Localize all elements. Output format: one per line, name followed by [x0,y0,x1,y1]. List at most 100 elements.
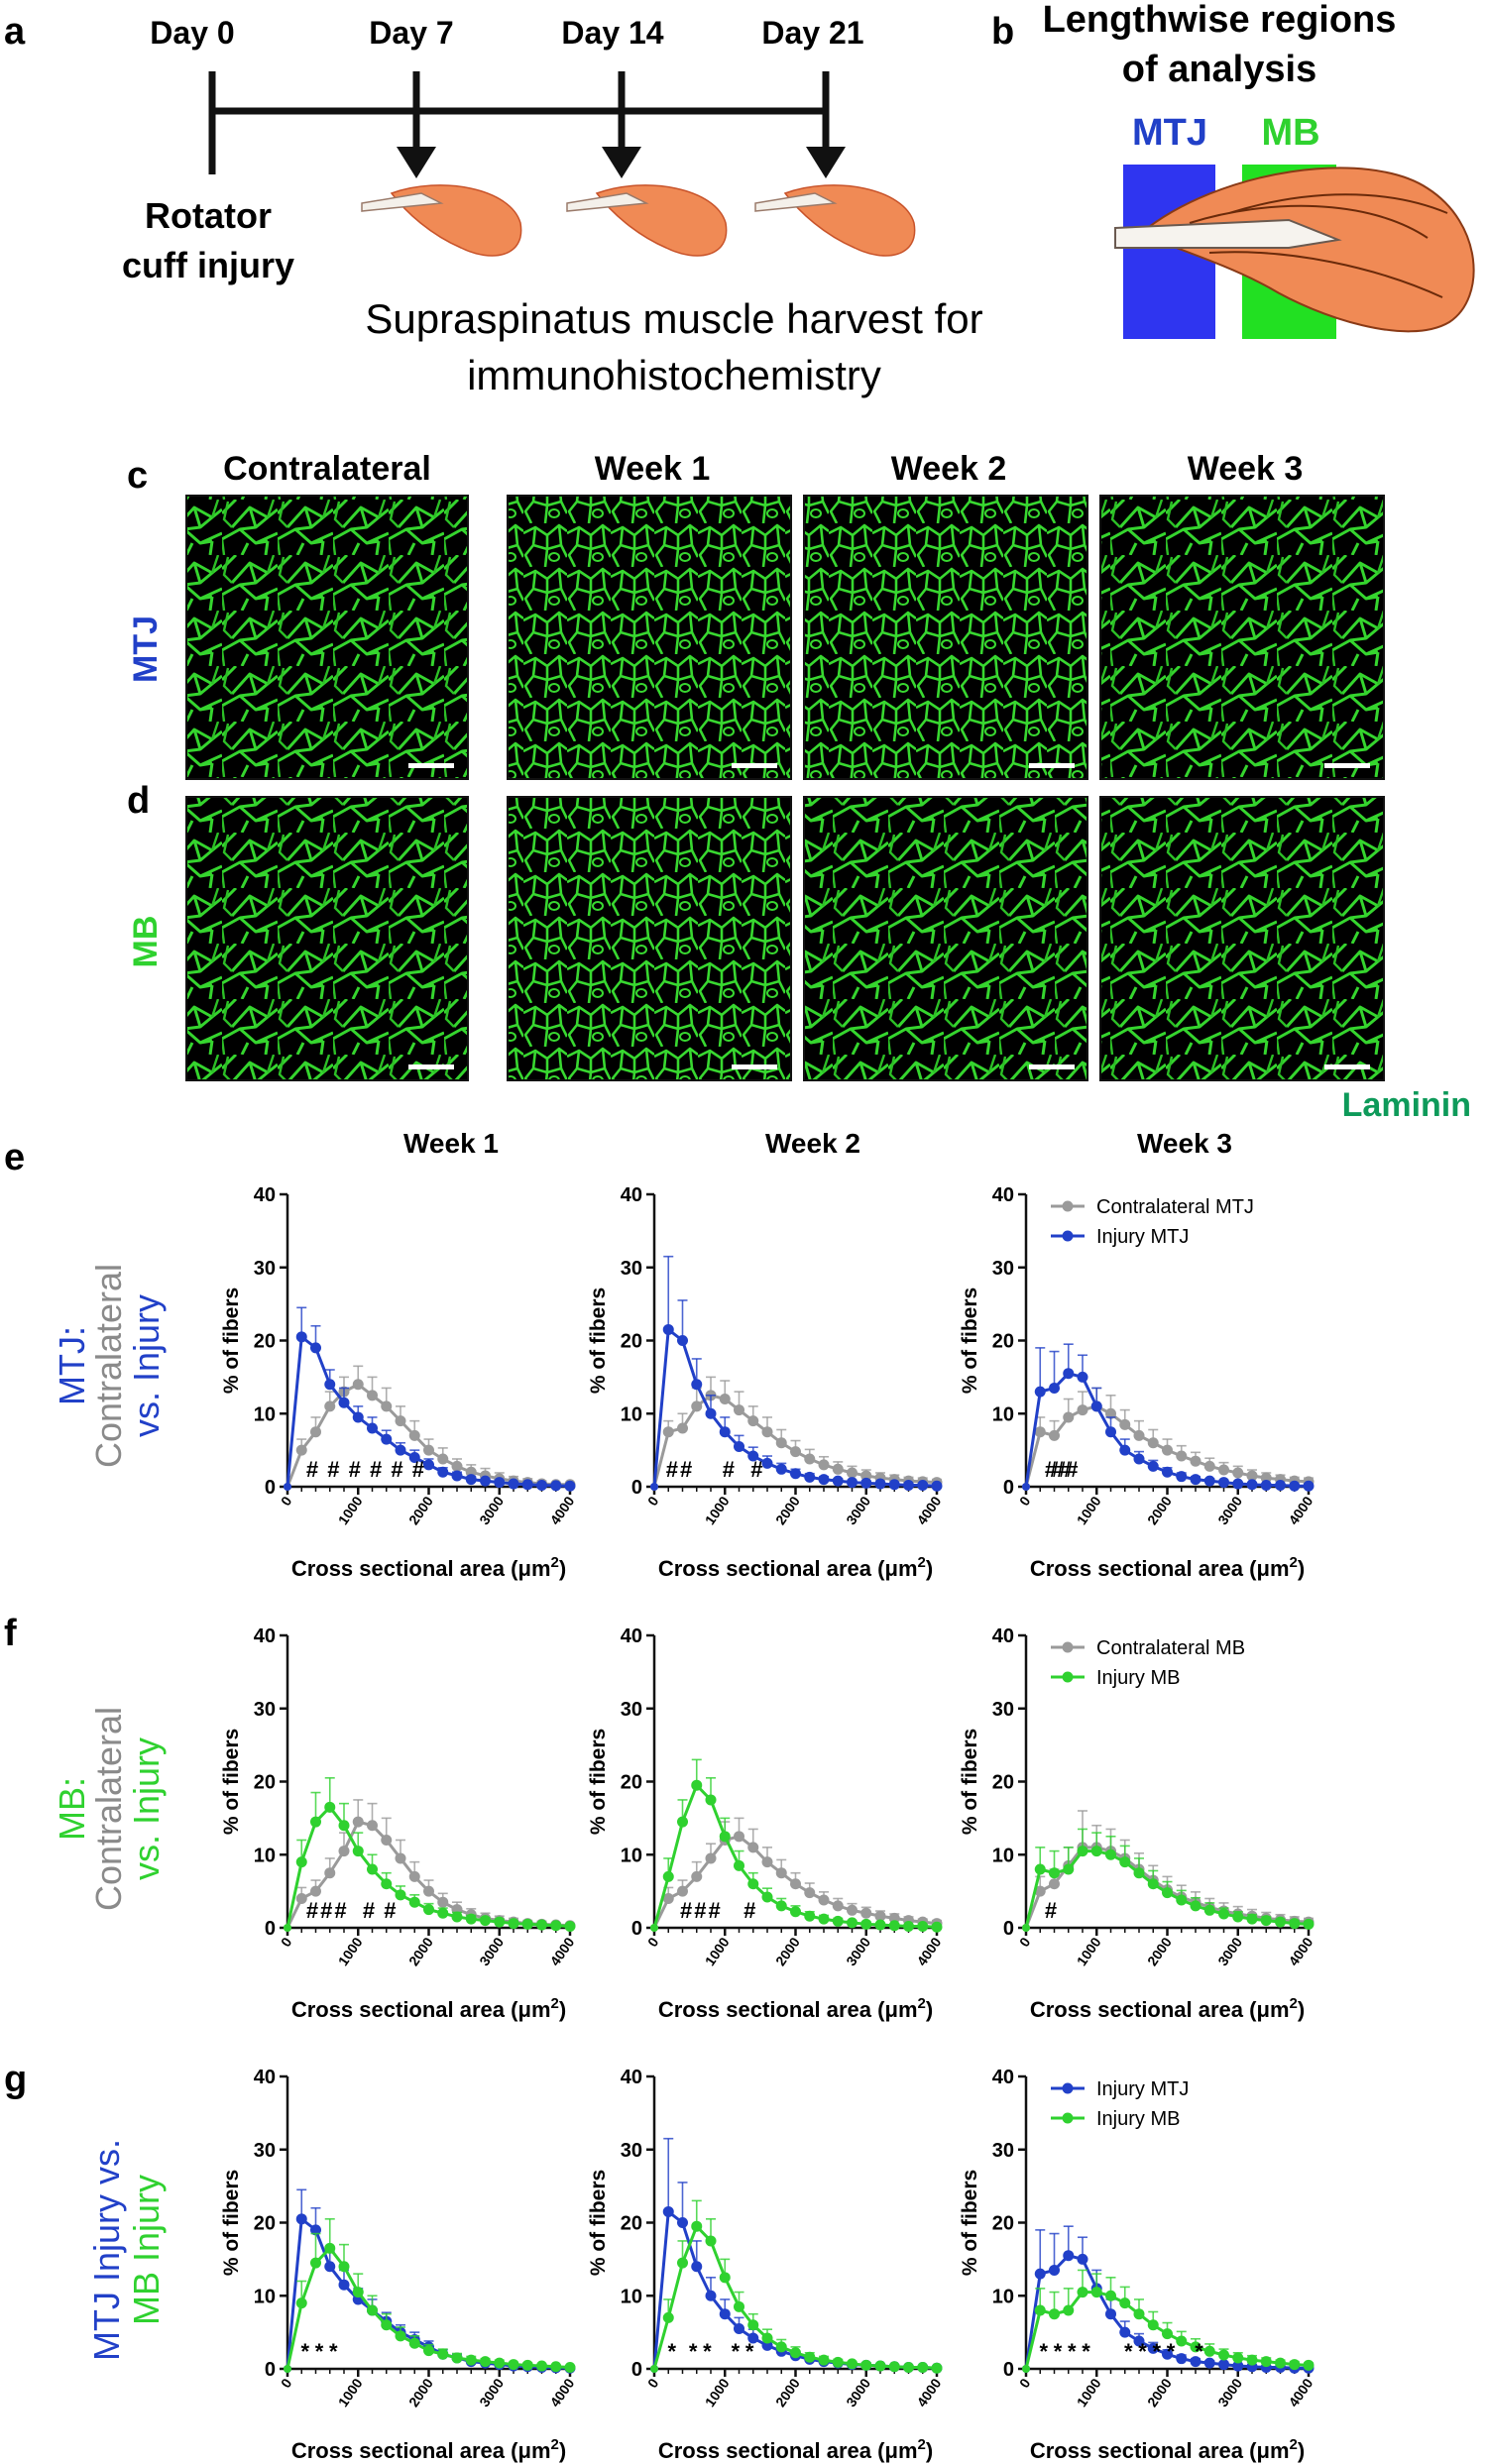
data-point [324,1379,336,1391]
data-point [847,1917,858,1929]
x-axis-label: Cross sectional area (μm2) [291,1554,566,1581]
data-point [650,1924,658,1932]
data-point [775,1867,787,1879]
x-axis-label-close: ) [1298,2438,1305,2463]
y-tick-label: 20 [992,1772,1014,1794]
x-tick-label: 4000 [1285,1934,1315,1968]
data-point [1034,1426,1046,1438]
data-point [1218,1908,1229,1920]
day-21-label: Day 21 [761,15,863,51]
data-point [790,1878,801,1890]
x-axis-label-unit: μm [1256,1997,1289,2022]
x-axis-label: Cross sectional area (μm2) [1030,2436,1305,2463]
data-point [1077,1371,1088,1383]
x-axis-label: Cross sectional area (μm2) [658,2436,933,2463]
x-tick-label: 3000 [476,1493,507,1527]
data-point [310,1426,321,1438]
series-injury-mb [284,2218,576,2374]
data-point [888,1920,900,1932]
x-axis-label-close: ) [926,1997,933,2022]
x-tick-label: 3000 [476,1934,507,1968]
series-injury-mb [650,1758,943,1933]
y-tick-label: 30 [621,1258,642,1280]
x-tick-label: 3000 [1214,2375,1245,2409]
data-point [310,1342,321,1354]
legend-label: Injury MTJ [1096,2078,1189,2100]
data-point [564,1921,576,1933]
data-point [1034,1386,1046,1398]
x-axis-label-unit: μm [884,1997,917,2022]
x-tick-label: 2000 [772,1934,803,1968]
data-point [408,1896,420,1908]
y-tick-label: 10 [621,1845,642,1866]
x-axis-label-sup: 2 [551,1995,559,2012]
data-point [790,2347,801,2359]
data-point [1260,1915,1272,1927]
data-point [310,1816,321,1828]
panel-e-labels: e Week 1 Week 2 Week 3 MTJ: Contralatera… [4,1128,1232,1468]
data-point [1049,2264,1060,2276]
data-point [719,2272,731,2284]
panel-f-letter: f [4,1613,17,1654]
data-point [1147,1878,1159,1890]
x-axis-label-sup: 2 [918,1554,926,1571]
data-point [747,1415,759,1427]
significance-marker: # [306,1898,318,1923]
y-tick-label: 20 [254,2213,276,2235]
micrograph-mtj-contralateral [185,495,469,780]
y-tick-label: 0 [1003,2359,1014,2381]
x-tick-label: 3000 [476,2375,507,2409]
data-point [1232,1478,1244,1490]
data-point [775,2341,787,2353]
data-point [677,2257,688,2269]
x-axis-label-sup: 2 [551,1554,559,1571]
data-point [1105,1426,1116,1438]
y-tick-label: 40 [621,1184,642,1206]
data-point [1105,2308,1116,2320]
data-point [691,1870,703,1882]
x-axis-label-text: Cross sectional area ( [291,1556,518,1581]
x-tick-label: 0 [278,2375,295,2391]
data-point [903,1921,914,1933]
x-tick-label: 0 [644,1934,662,1950]
data-point [662,2205,674,2217]
x-tick-label: 4000 [546,2375,577,2409]
panel-b-title-line1: Lengthwise regions [1043,0,1397,41]
data-point [1218,2359,1229,2371]
data-point [691,2220,703,2232]
x-tick-label: 1000 [1074,2375,1104,2409]
data-point [521,1479,533,1491]
data-point [677,1422,688,1434]
legend-marker [1062,1200,1074,1212]
y-tick-label: 30 [992,1258,1014,1280]
y-tick-label: 40 [254,2067,276,2088]
y-axis-label: % of fibers [959,2170,981,2276]
significance-marker: * [1138,2339,1147,2364]
legend-label: Injury MB [1096,2108,1180,2130]
data-point [1090,2287,1102,2298]
significance-marker: * [1054,2339,1063,2364]
data-point [352,2287,364,2298]
x-tick-label: 0 [1016,1934,1034,1950]
data-point [931,1921,943,1933]
x-tick-label: 2000 [1144,2375,1175,2409]
data-point [775,1463,787,1475]
data-point [860,1907,872,1919]
data-point [338,1846,350,1857]
data-point [324,1400,336,1412]
data-point [1119,1444,1131,1456]
data-point [1176,1450,1188,1462]
significance-marker: * [1153,2339,1162,2364]
x-axis-label-text: Cross sectional area ( [658,1556,885,1581]
data-point [1133,2308,1145,2320]
data-point [747,1450,759,1462]
x-tick-label: 4000 [546,1934,577,1968]
data-point [1176,1894,1188,1906]
significance-marker: # [694,1898,706,1923]
panel-g-letter: g [4,2059,27,2100]
x-axis-label-close: ) [559,1997,566,2022]
legend-label: Injury MB [1096,1667,1180,1689]
data-point [536,1480,547,1492]
data-point [719,1426,731,1438]
x-axis-label-unit: μm [884,1556,917,1581]
